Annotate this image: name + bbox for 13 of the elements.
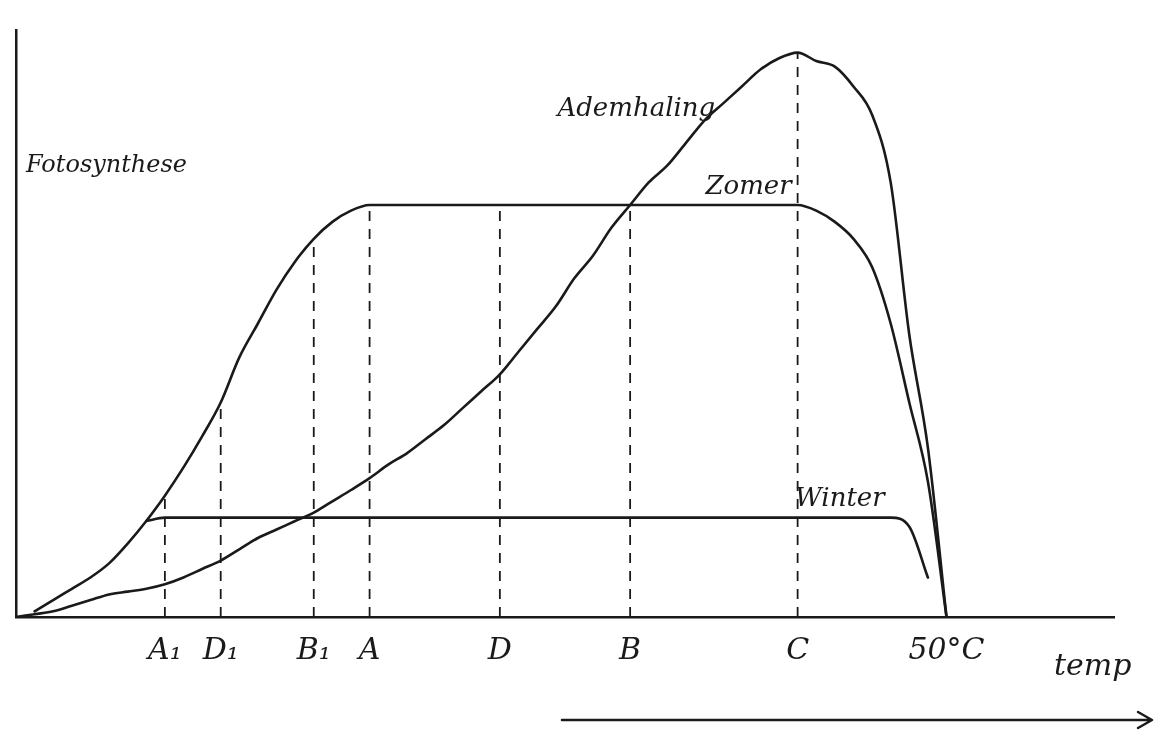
- x-tick-label: B: [618, 630, 642, 666]
- x-tick-label: 50°C: [908, 630, 985, 666]
- series-label: Winter: [795, 482, 887, 513]
- x-axis-title: temp: [1054, 646, 1132, 682]
- annotation: Fotosynthese: [26, 150, 188, 178]
- x-tick-label: A: [355, 630, 381, 666]
- series-label: Zomer: [704, 169, 794, 200]
- x-tick-label: A₁: [145, 630, 182, 666]
- series-label: Ademhaling: [555, 91, 716, 122]
- x-tick-label: C: [786, 630, 810, 666]
- x-tick-label: D₁: [201, 630, 239, 666]
- x-tick-label: B₁: [295, 630, 331, 666]
- x-tick-label: D: [486, 630, 512, 666]
